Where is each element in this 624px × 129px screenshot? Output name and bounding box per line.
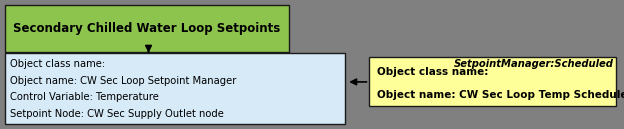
Text: Setpoint Node: CW Sec Supply Outlet node: Setpoint Node: CW Sec Supply Outlet node	[10, 109, 224, 119]
Bar	[369, 57, 616, 106]
Text: Object class name:: Object class name:	[10, 59, 108, 69]
Text: Object name: CW Sec Loop Setpoint Manager: Object name: CW Sec Loop Setpoint Manage…	[10, 76, 236, 86]
Text: Control Variable: Temperature: Control Variable: Temperature	[10, 92, 159, 102]
Bar	[5, 5, 289, 52]
Text: Object class name:: Object class name:	[377, 67, 492, 77]
Text: SetpointManager:Scheduled: SetpointManager:Scheduled	[454, 59, 614, 69]
Text: Object name: CW Sec Loop Temp Schedule: Object name: CW Sec Loop Temp Schedule	[377, 90, 624, 100]
Bar	[5, 53, 345, 124]
Text: Secondary Chilled Water Loop Setpoints: Secondary Chilled Water Loop Setpoints	[13, 22, 281, 35]
